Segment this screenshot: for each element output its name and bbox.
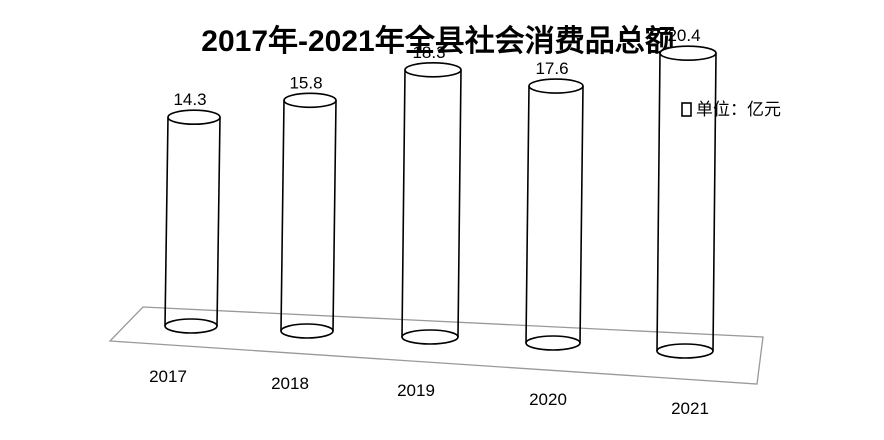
value-label: 15.8	[289, 73, 322, 92]
value-label: 20.4	[667, 26, 700, 45]
x-tick-label: 2021	[671, 399, 709, 418]
value-label: 14.3	[173, 90, 206, 109]
x-axis-ticks: 2017 2018 2019 2020 2021	[149, 367, 709, 418]
legend-label: 单位：亿元	[696, 100, 781, 120]
bar-side-left	[525, 86, 530, 344]
bar-top	[283, 92, 337, 109]
bar-side-right	[579, 86, 584, 344]
bars	[164, 45, 717, 359]
chart-legend: 单位：亿元	[681, 100, 781, 120]
bar-top	[659, 45, 717, 61]
x-tick-label: 2018	[271, 374, 309, 393]
value-label: 17.6	[535, 59, 568, 78]
x-tick-label: 2017	[149, 367, 187, 386]
x-tick-label: 2020	[529, 390, 567, 409]
bar-side-left	[656, 53, 661, 352]
bar-side-right	[712, 53, 717, 352]
chart-title: 2017年-2021年全县社会消费品总额	[201, 24, 674, 58]
bar-top	[404, 62, 462, 78]
value-labels: 14.3 15.8 18.3 17.6 20.4	[173, 26, 700, 109]
bar-top	[167, 109, 221, 126]
bar-side-left	[280, 100, 285, 332]
bar-2019	[401, 62, 462, 345]
bar-2017	[164, 109, 221, 334]
bar-side-right	[332, 100, 337, 332]
value-label: 18.3	[412, 43, 445, 62]
bar-side-right	[216, 117, 221, 327]
bar-side-right	[457, 69, 462, 338]
bar-side-left	[164, 117, 169, 327]
bar-top	[528, 78, 584, 94]
bar-base	[656, 343, 714, 359]
x-tick-label: 2019	[397, 381, 435, 400]
bar-base	[280, 323, 334, 339]
legend-swatch	[681, 102, 692, 117]
chart-floor	[108, 306, 764, 385]
bar-2018	[280, 92, 337, 339]
bar-side-left	[401, 69, 406, 338]
bar-base	[525, 335, 581, 351]
bar-base	[164, 318, 218, 334]
bar-base	[401, 329, 459, 345]
bar-2021	[656, 45, 717, 359]
bar-2020	[525, 78, 584, 351]
